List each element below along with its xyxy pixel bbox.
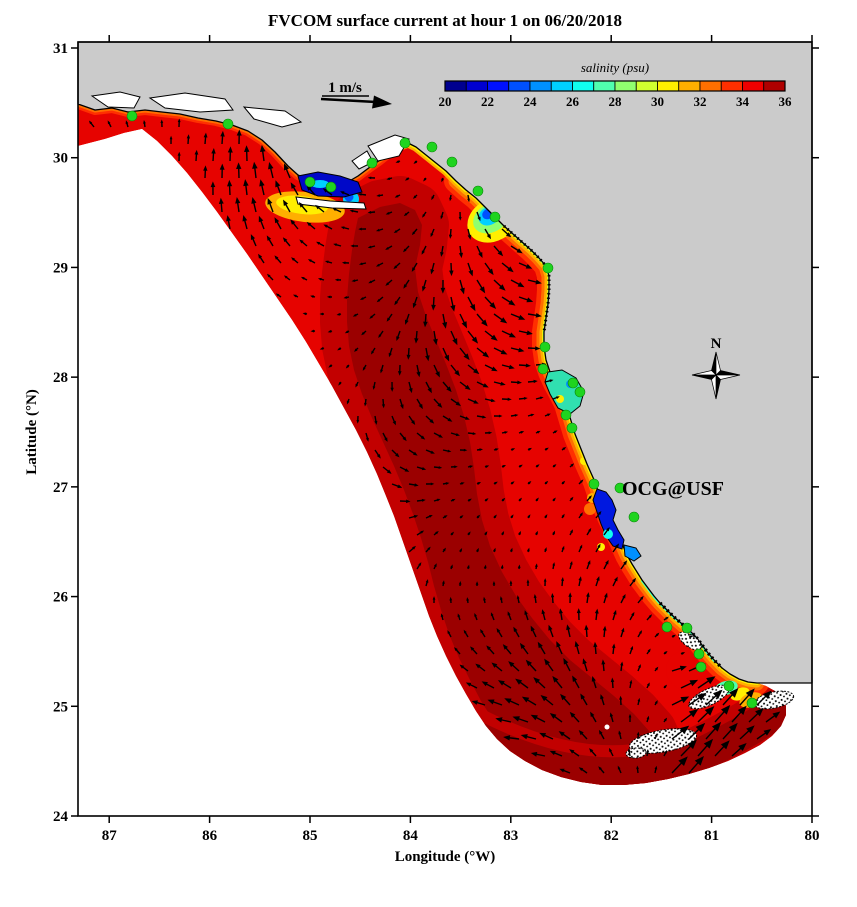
x-tick-label: 80 [805, 828, 820, 844]
axes-ticks: 87 86 85 84 83 82 81 80 24 25 26 27 28 29 30 31 [53, 35, 820, 844]
y-axis-label: Latitude (°N) [24, 389, 40, 475]
station-marker [537, 363, 549, 375]
station-marker [723, 680, 735, 692]
station-marker [661, 621, 673, 633]
station-marker [126, 110, 138, 122]
colorbar-tick-label: 30 [651, 94, 664, 109]
colorbar-tick-label: 20 [439, 94, 452, 109]
colorbar-tick-label: 34 [736, 94, 750, 109]
colorbar-tick-label: 32 [694, 94, 707, 109]
x-tick-label: 86 [202, 828, 218, 844]
scale-arrow-label: 1 m/s [328, 80, 362, 96]
station-marker [325, 181, 337, 193]
station-markers [126, 110, 758, 709]
station-marker [399, 137, 411, 149]
y-tick-label: 25 [53, 699, 68, 715]
compass-north-label: N [711, 336, 722, 352]
x-tick-label: 82 [604, 828, 619, 844]
x-tick-label: 84 [403, 828, 419, 844]
plot-title: FVCOM surface current at hour 1 on 06/20… [268, 11, 622, 30]
colorbar-tick-label: 36 [779, 94, 793, 109]
land-mass [77, 41, 813, 684]
y-tick-label: 30 [53, 151, 68, 167]
y-tick-label: 24 [53, 809, 69, 825]
station-marker [681, 622, 693, 634]
station-marker [426, 141, 438, 153]
station-marker [489, 211, 501, 223]
x-tick-label: 85 [303, 828, 318, 844]
colorbar-tick-label: 28 [609, 94, 623, 109]
x-tick-label: 87 [102, 828, 118, 844]
station-marker [542, 262, 554, 274]
station-marker [567, 377, 579, 389]
station-marker [446, 156, 458, 168]
station-marker [222, 118, 234, 130]
current-vectors [88, 118, 781, 774]
station-marker [614, 482, 626, 494]
station-marker [746, 697, 758, 709]
x-tick-label: 81 [704, 828, 719, 844]
compass-rose: N [691, 336, 741, 400]
station-marker [566, 422, 578, 434]
y-tick-label: 26 [53, 590, 69, 606]
station-marker [628, 511, 640, 523]
x-tick-label: 83 [503, 828, 518, 844]
scale-arrow-shaft [320, 97, 377, 104]
y-tick-label: 29 [53, 260, 68, 276]
colorbar: 20 22 24 26 28 30 32 34 36 [439, 80, 793, 109]
station-marker [588, 478, 600, 490]
station-marker [539, 341, 551, 353]
colorbar-tick-label: 24 [524, 94, 538, 109]
colorbar-tick-label: 26 [566, 94, 580, 109]
station-marker [693, 648, 705, 660]
scale-arrow-head [372, 95, 392, 109]
colorbar-title: salinity (psu) [581, 60, 649, 75]
scale-arrow: 1 m/s [320, 80, 392, 109]
y-tick-label: 31 [53, 41, 68, 57]
ocg-usf-annotation: OCG@USF [622, 478, 724, 500]
station-marker [574, 386, 586, 398]
station-marker [366, 157, 378, 169]
plot-frame [77, 41, 813, 817]
station-marker [560, 409, 572, 421]
x-axis-label: Longitude (°W) [395, 849, 496, 865]
station-marker [695, 661, 707, 673]
station-marker [472, 185, 484, 197]
station-marker [304, 176, 316, 188]
y-tick-label: 28 [53, 370, 68, 386]
y-tick-label: 27 [53, 480, 69, 496]
colorbar-tick-label: 22 [481, 94, 494, 109]
